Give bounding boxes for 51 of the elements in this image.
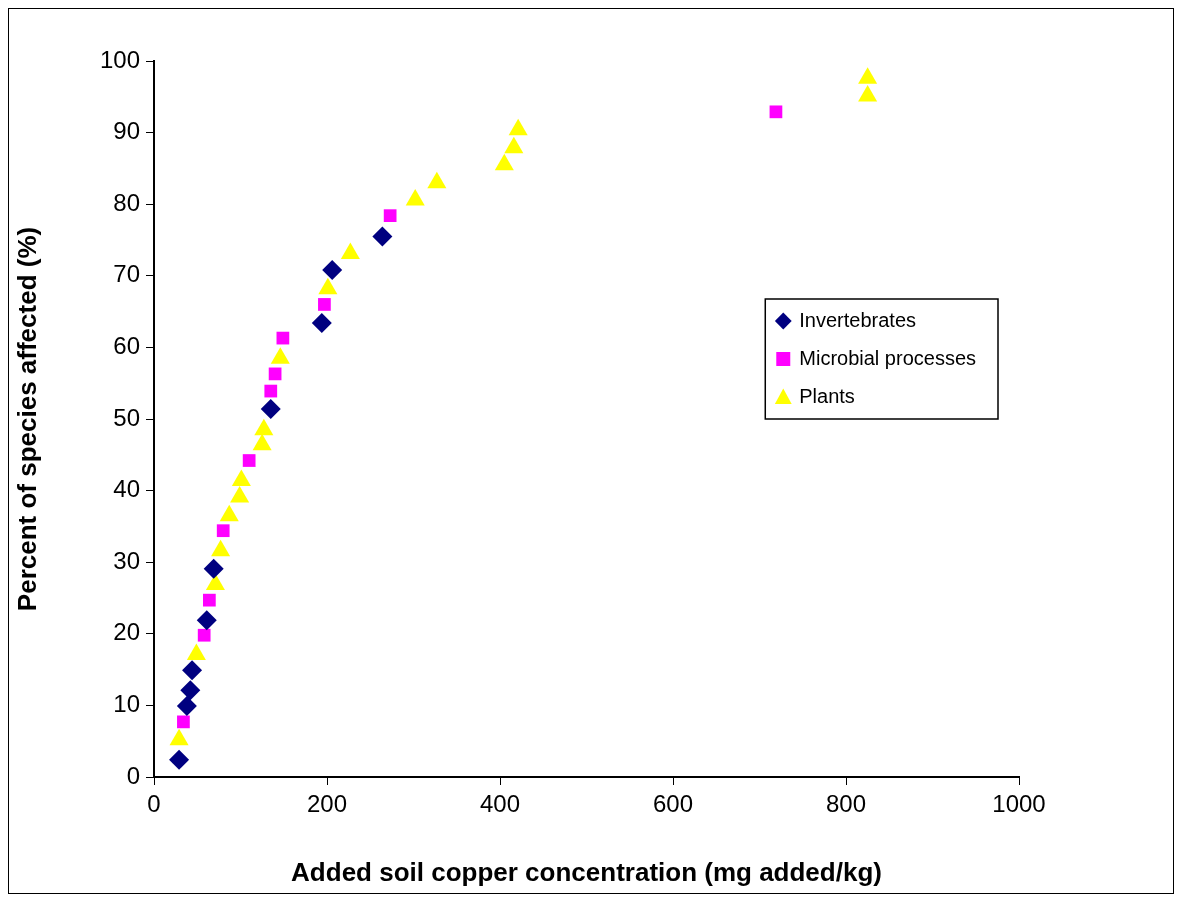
x-axis-title: Added soil copper concentration (mg added/kg): [291, 856, 882, 887]
point: [427, 171, 447, 189]
point: [858, 85, 878, 102]
point: [270, 347, 290, 364]
point: [203, 558, 224, 579]
y-tick-label: 100: [99, 45, 140, 73]
point: [504, 136, 524, 154]
point: [231, 469, 251, 487]
point: [264, 384, 278, 398]
point: [858, 67, 878, 84]
y-tick-label: 20: [113, 618, 140, 646]
point: [203, 593, 216, 607]
point: [318, 298, 331, 311]
point: [182, 660, 203, 681]
x-tick-label: 200: [306, 790, 348, 818]
point: [508, 118, 528, 136]
x-tick-label: 400: [479, 790, 521, 818]
y-tick-label: 80: [113, 188, 140, 216]
y-axis-title: Percent of species affected (%): [11, 226, 42, 612]
y-tick-label: 10: [113, 690, 140, 718]
legend-label: Invertebrates: [799, 308, 917, 331]
y-tick-label: 60: [113, 332, 140, 360]
point: [260, 398, 281, 419]
y-tick-label: 90: [113, 117, 140, 145]
x-tick-label: 800: [825, 790, 867, 818]
point: [494, 153, 514, 171]
point: [177, 715, 190, 729]
y-tick-label: 40: [113, 475, 140, 503]
y-tick-label: 30: [113, 546, 140, 574]
point: [176, 696, 197, 717]
point: [180, 680, 201, 701]
point: [196, 610, 217, 631]
legend-label: Microbial processes: [799, 346, 977, 369]
point: [318, 277, 338, 295]
x-tick-label: 600: [652, 790, 694, 818]
y-tick-label: 50: [113, 403, 140, 431]
point: [405, 188, 425, 206]
x-tick-label: 1000: [992, 790, 1046, 818]
y-tick-label: 0: [126, 761, 140, 789]
point: [219, 504, 239, 522]
point: [197, 628, 211, 642]
point: [340, 242, 360, 260]
point: [169, 749, 190, 770]
point: [230, 486, 250, 503]
point: [252, 433, 272, 451]
point: [254, 418, 274, 436]
point: [242, 454, 256, 467]
x-tick-label: 0: [147, 790, 161, 818]
point: [216, 524, 230, 538]
legend-label: Plants: [799, 384, 855, 407]
y-tick-label: 70: [113, 260, 140, 288]
